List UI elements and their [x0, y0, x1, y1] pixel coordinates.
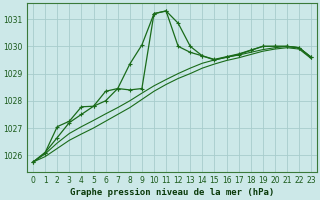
- X-axis label: Graphe pression niveau de la mer (hPa): Graphe pression niveau de la mer (hPa): [70, 188, 274, 197]
